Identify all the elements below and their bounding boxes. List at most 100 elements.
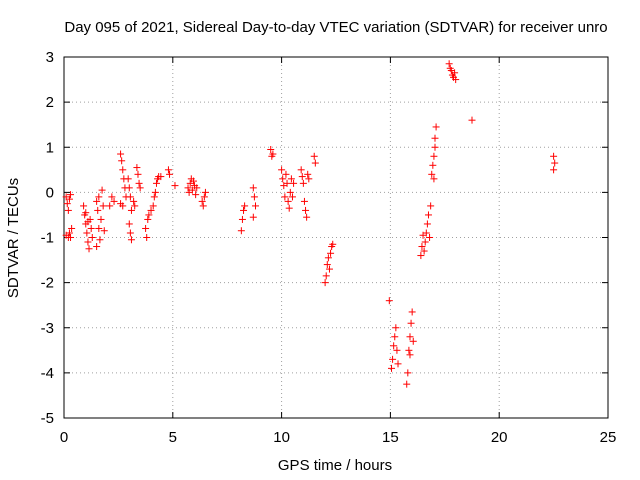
- data-point: [166, 170, 174, 178]
- data-point: [198, 197, 206, 205]
- data-point: [164, 166, 172, 174]
- data-point: [119, 166, 127, 174]
- data-point: [84, 218, 92, 226]
- data-point: [249, 184, 257, 192]
- data-point: [250, 193, 258, 201]
- data-point: [404, 369, 412, 377]
- data-point: [110, 197, 118, 205]
- y-tick-label: -4: [41, 365, 54, 382]
- data-point: [142, 224, 150, 232]
- axis-ticks: 0 5 10 15 20 25 -5 -4 -3 -2 -1 0 1 2 3: [41, 49, 617, 446]
- x-tick-label: 15: [382, 429, 399, 446]
- data-point: [300, 197, 308, 205]
- chart-title: Day 095 of 2021, Sidereal Day-to-day VTE…: [64, 19, 607, 36]
- data-point: [67, 234, 75, 241]
- data-point: [82, 209, 90, 217]
- data-point: [93, 243, 101, 251]
- data-point: [283, 179, 291, 187]
- data-point: [83, 229, 91, 237]
- data-point: [408, 308, 416, 316]
- data-point: [393, 346, 401, 354]
- data-point: [240, 206, 248, 214]
- data-point: [125, 184, 133, 192]
- data-point: [422, 229, 430, 237]
- data-point: [117, 150, 125, 158]
- data-point: [281, 193, 289, 201]
- data-point: [130, 197, 138, 205]
- data-point: [427, 202, 435, 210]
- data-point: [88, 234, 96, 241]
- data-point: [135, 179, 143, 187]
- data-point: [394, 360, 402, 368]
- data-point: [279, 175, 287, 183]
- data-point: [418, 243, 426, 251]
- data-point: [391, 333, 399, 341]
- data-point: [117, 200, 125, 208]
- data-point: [452, 76, 460, 84]
- data-point: [95, 193, 103, 201]
- data-point: [392, 324, 400, 332]
- data-point: [171, 182, 179, 190]
- data-point: [200, 193, 208, 201]
- data-point: [131, 202, 139, 210]
- data-point: [136, 184, 144, 192]
- data-point: [192, 191, 200, 199]
- data-points: [62, 60, 559, 388]
- data-point: [327, 249, 335, 257]
- data-point: [201, 188, 209, 196]
- data-point: [152, 179, 160, 187]
- data-point: [311, 159, 319, 167]
- data-point: [95, 224, 103, 232]
- data-point: [267, 146, 275, 154]
- data-point: [127, 206, 135, 214]
- data-point: [67, 191, 75, 199]
- data-point: [99, 202, 107, 210]
- data-point: [98, 186, 106, 194]
- data-point: [298, 173, 306, 181]
- data-point: [310, 152, 318, 160]
- data-point: [84, 238, 92, 246]
- data-point: [80, 202, 88, 210]
- grid: [64, 57, 608, 418]
- y-tick-label: -2: [41, 275, 54, 292]
- data-point: [451, 69, 459, 77]
- data-point: [385, 297, 393, 305]
- data-point: [251, 202, 259, 210]
- data-point: [118, 157, 126, 165]
- data-point: [550, 166, 558, 174]
- data-point: [290, 179, 298, 187]
- data-point: [431, 134, 439, 142]
- data-point: [188, 186, 196, 194]
- data-point: [321, 279, 329, 287]
- data-point: [406, 351, 414, 359]
- data-point: [429, 161, 437, 169]
- data-point: [68, 224, 76, 232]
- data-point: [424, 211, 432, 219]
- data-point: [403, 380, 411, 388]
- y-tick-label: 2: [46, 94, 54, 111]
- x-tick-label: 10: [273, 429, 290, 446]
- data-point: [550, 152, 558, 160]
- data-point: [428, 170, 436, 178]
- data-point: [65, 195, 73, 203]
- y-tick-label: 0: [46, 184, 54, 201]
- data-point: [134, 170, 142, 178]
- data-point: [430, 175, 438, 183]
- data-point: [278, 166, 286, 174]
- y-axis-label: SDTVAR / TECUs: [5, 178, 22, 298]
- data-point: [322, 272, 330, 280]
- x-axis-label: GPS time / hours: [278, 457, 392, 474]
- data-point: [303, 213, 311, 221]
- data-point: [405, 346, 413, 354]
- data-point: [420, 247, 428, 255]
- data-point: [390, 342, 398, 350]
- data-point: [151, 188, 159, 196]
- data-point: [133, 164, 141, 172]
- data-point: [85, 245, 93, 253]
- data-point: [324, 254, 332, 262]
- data-point: [430, 152, 438, 160]
- data-point: [189, 177, 197, 185]
- data-point: [431, 143, 439, 151]
- data-point: [97, 215, 105, 223]
- data-point: [184, 184, 192, 192]
